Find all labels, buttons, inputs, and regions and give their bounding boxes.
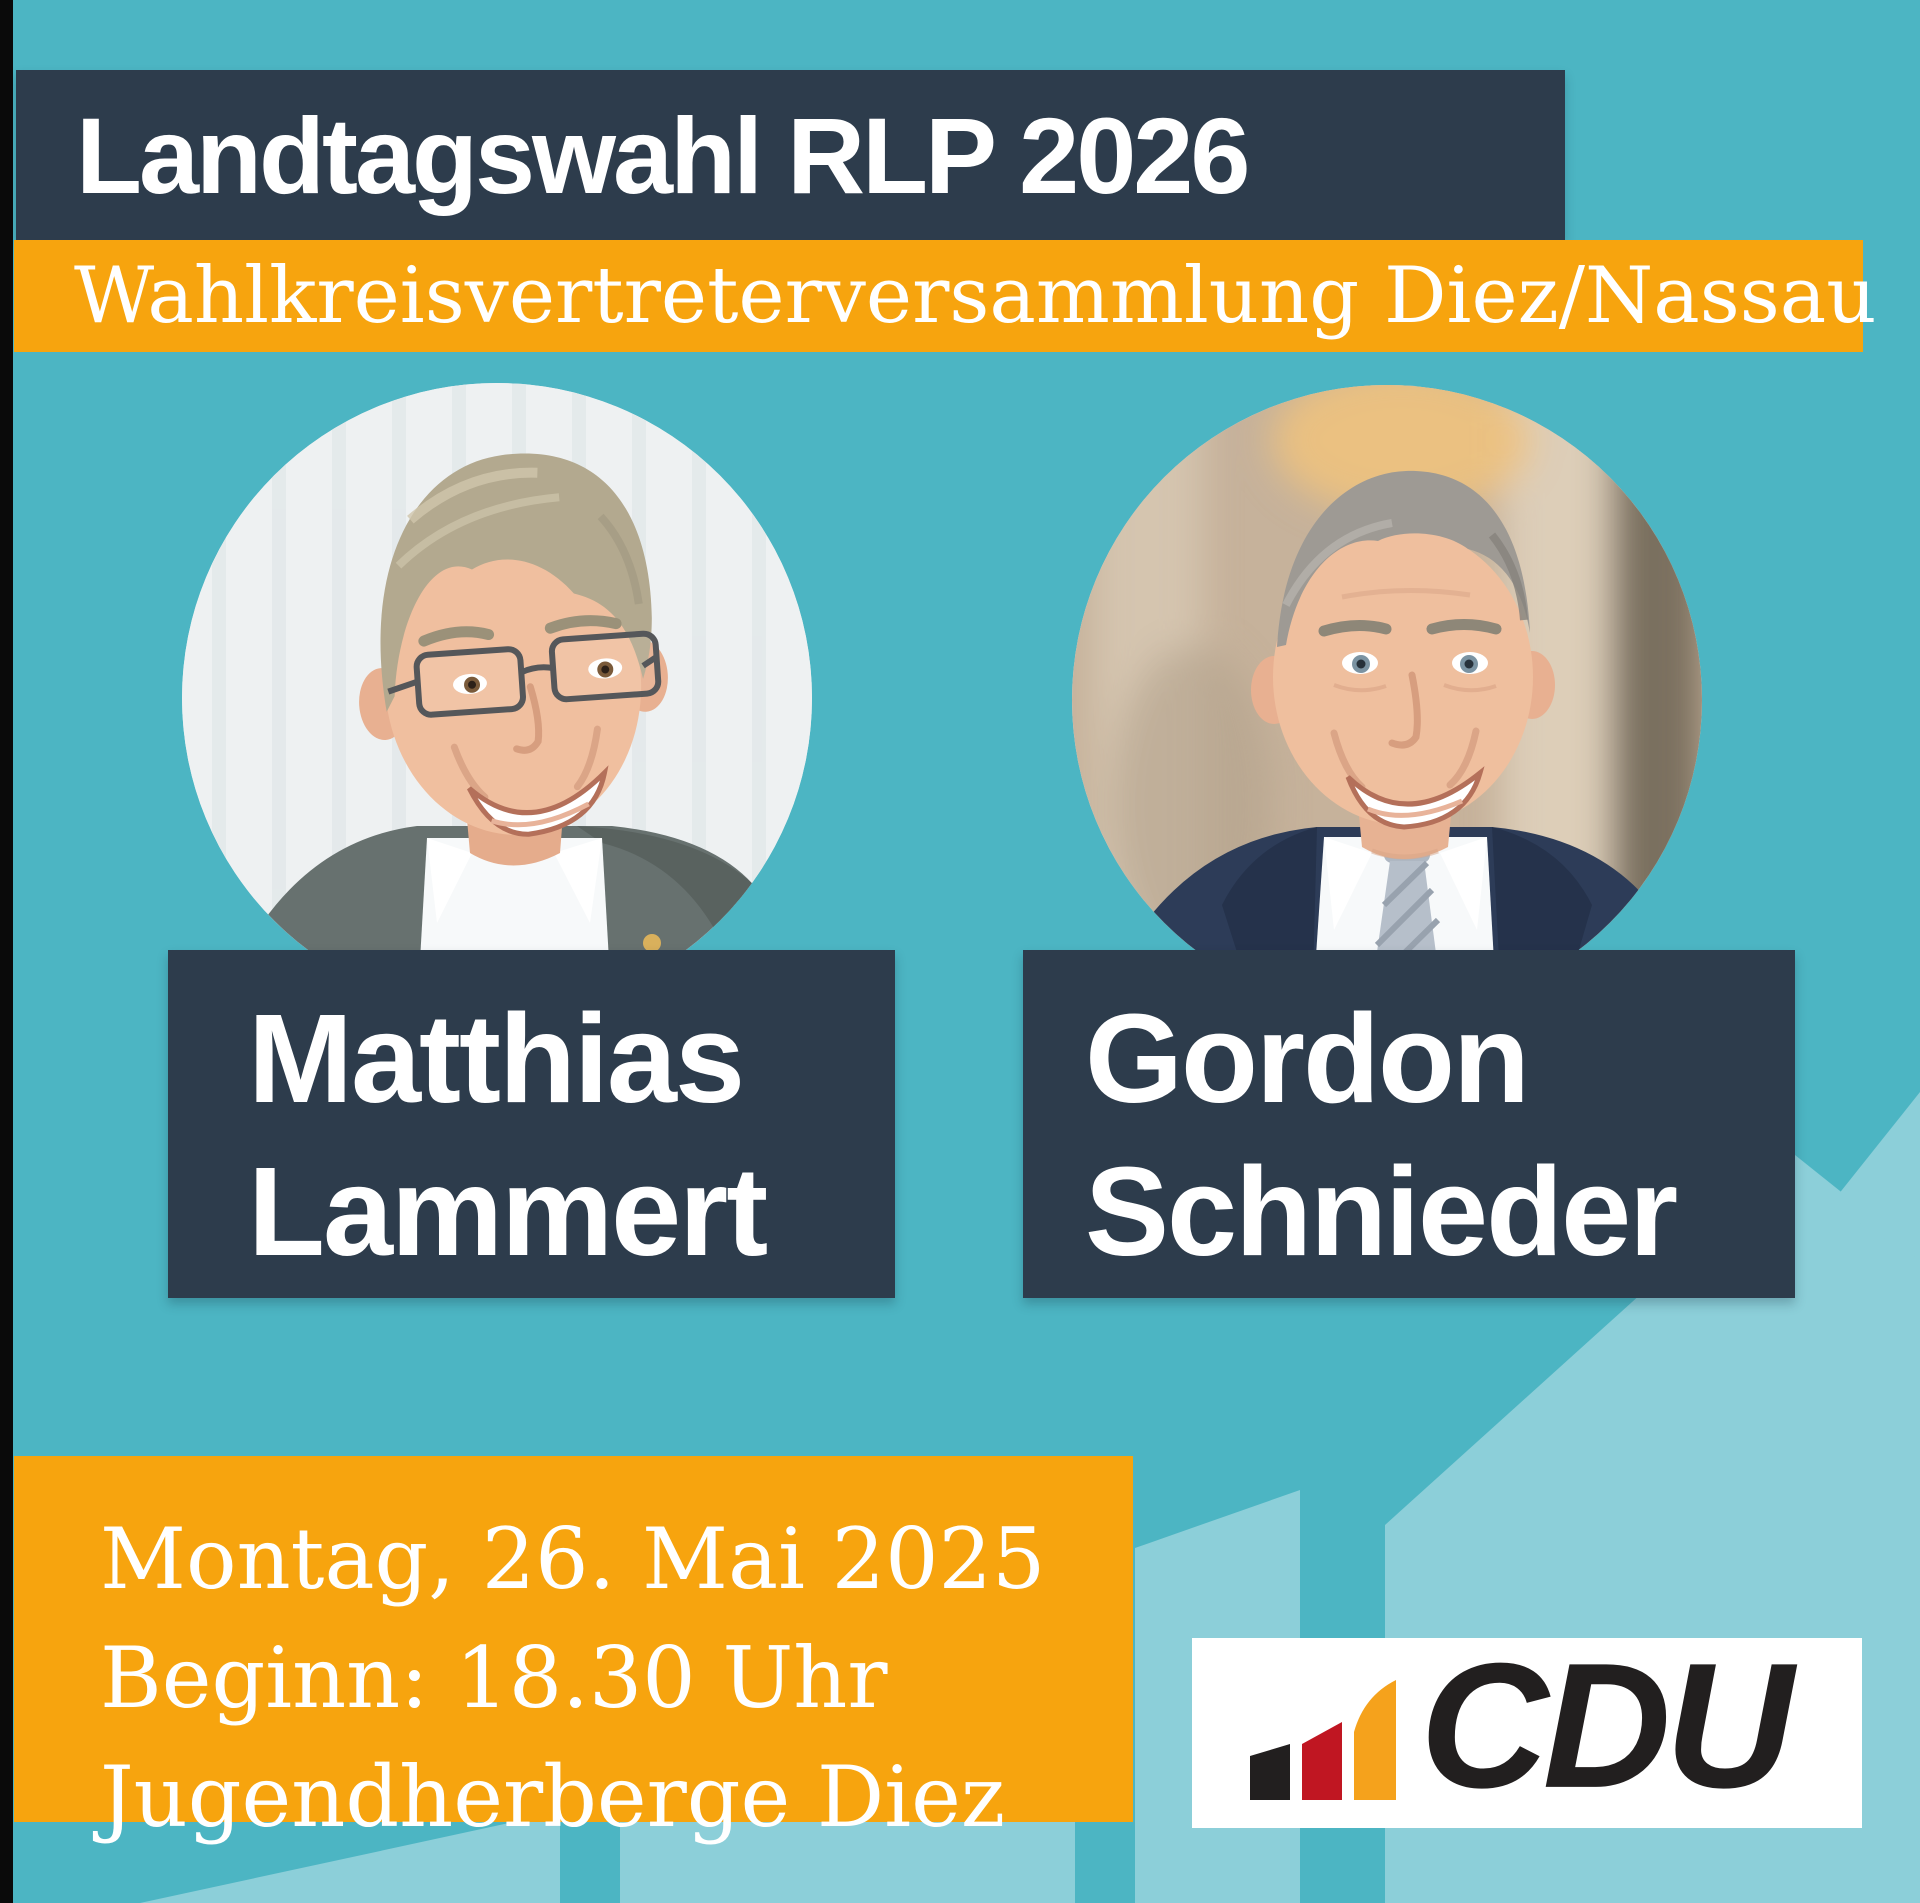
candidate-photo-matthias-lammert	[182, 383, 812, 1013]
page-title: Landtagswahl RLP 2026	[76, 94, 1250, 216]
candidate-last-name: Schnieder	[1085, 1141, 1678, 1282]
portrait-illustration-schnieder	[1072, 385, 1702, 1015]
portrait-illustration-lammert	[182, 383, 812, 1013]
candidate-photo-gordon-schnieder	[1072, 385, 1702, 1015]
event-info-box: Montag, 26. Mai 2025 Beginn: 18.30 Uhr J…	[14, 1456, 1133, 1846]
subtitle-banner: Wahlkreisvertreterversammlung Diez/Nassa…	[14, 240, 1877, 352]
light-bar-1	[140, 1812, 560, 1903]
name-plate-matthias-lammert: Matthias Lammert	[168, 950, 895, 1298]
title-box: Landtagswahl RLP 2026	[16, 70, 1565, 240]
event-location: Jugendherberge Diez	[100, 1748, 1006, 1846]
cdu-logo-text: CDU	[1420, 1625, 1794, 1825]
name-plate-gordon-schnieder: Gordon Schnieder	[1023, 950, 1795, 1298]
cdu-logo-box: CDU	[1192, 1625, 1862, 1828]
left-edge-strip	[0, 0, 13, 1903]
candidate-first-name: Matthias	[248, 988, 745, 1129]
cdu-logo-bars-icon	[1250, 1680, 1396, 1800]
event-date: Montag, 26. Mai 2025	[100, 1510, 1046, 1608]
candidate-first-name: Gordon	[1085, 988, 1530, 1129]
candidate-last-name: Lammert	[248, 1141, 768, 1282]
subtitle-text: Wahlkreisvertreterversammlung Diez/Nassa…	[74, 251, 1877, 341]
light-corner-sliver	[1830, 1092, 1920, 1260]
event-time: Beginn: 18.30 Uhr	[100, 1629, 888, 1727]
